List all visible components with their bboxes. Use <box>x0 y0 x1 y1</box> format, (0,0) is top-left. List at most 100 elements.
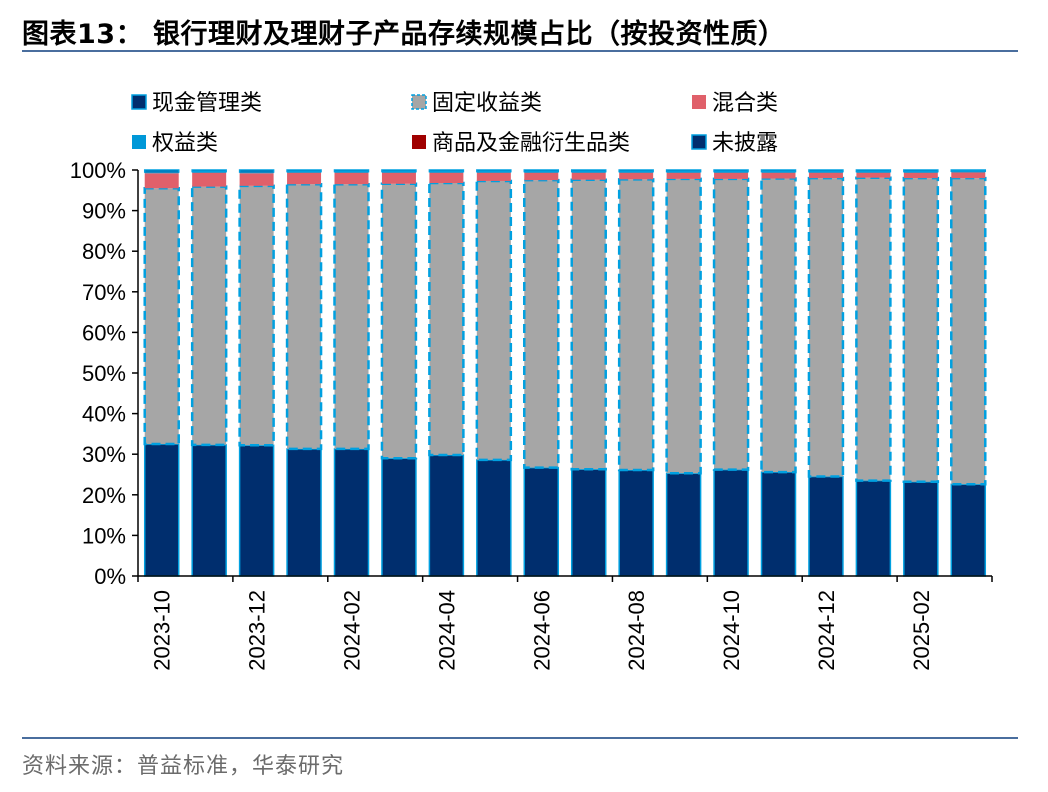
bar-segment <box>380 182 418 460</box>
bar-segment <box>238 169 275 173</box>
bar-segment <box>571 172 606 180</box>
bar-segment <box>191 444 227 577</box>
bars <box>143 169 987 577</box>
bar-segment <box>143 187 180 446</box>
bar-segment <box>570 178 607 471</box>
bar-segment <box>523 178 560 469</box>
bar-segment <box>808 172 843 173</box>
bar-segment <box>666 172 701 179</box>
bar-segment <box>287 172 322 173</box>
x-tick-label: 2024-10 <box>719 590 744 671</box>
bar-segment <box>476 459 512 577</box>
bar-segment <box>238 444 275 577</box>
bar-segment <box>144 173 179 189</box>
bar-segment <box>333 169 370 173</box>
bar-segment <box>239 173 274 186</box>
bar-segment <box>855 176 892 482</box>
chart-title-bar: 图表13： 银行理财及理财子产品存续规模占比（按投资性质） <box>22 8 1018 52</box>
bar-segment <box>855 169 892 173</box>
bar-segment <box>760 177 797 474</box>
bar-segment <box>144 172 179 174</box>
bar-segment <box>381 169 417 173</box>
bar-segment <box>333 448 370 577</box>
y-tick-label: 50% <box>82 361 126 386</box>
bar-segment <box>712 177 750 471</box>
x-tick-label: 2024-06 <box>529 590 554 671</box>
bar-segment <box>619 172 654 173</box>
x-tick-label: 2024-08 <box>624 590 649 671</box>
bar-segment <box>808 172 843 179</box>
x-tick-label: 2025-02 <box>909 590 934 671</box>
bar-segment <box>381 172 416 184</box>
legend-label: 商品及金融衍生品类 <box>432 131 630 156</box>
legend-swatch <box>691 134 707 150</box>
bar-segment <box>286 169 322 173</box>
bar-segment <box>761 172 796 173</box>
bar-segment <box>381 172 416 173</box>
x-axis: 2023-10 2023-12 2024-02 2024-04 2024-06 2024-… <box>137 575 993 671</box>
bar-segment <box>761 172 796 179</box>
bar-segment <box>760 169 797 173</box>
y-tick-label: 90% <box>82 199 126 224</box>
bar-segment <box>143 169 180 173</box>
bar-segment <box>523 466 560 577</box>
bar-segment <box>903 481 939 577</box>
bar-segment <box>714 172 749 179</box>
bar-segment <box>476 169 512 173</box>
bar-segment <box>287 172 322 185</box>
footer-divider <box>22 737 1018 739</box>
legend-swatch <box>131 94 147 110</box>
y-tick-label: 30% <box>82 442 126 467</box>
bar-segment <box>334 172 369 185</box>
bar-segment <box>951 171 986 173</box>
bar-segment <box>334 172 369 173</box>
y-tick-label: 80% <box>82 239 126 264</box>
legend-swatch <box>132 135 146 149</box>
bar-segment <box>856 172 891 178</box>
bar-segment <box>903 169 939 173</box>
bar-segment <box>143 443 180 577</box>
bar-segment <box>619 172 654 180</box>
legend-label: 固定收益类 <box>432 91 542 116</box>
y-tick-label: 40% <box>82 402 126 427</box>
bar-segment <box>333 182 370 451</box>
bar-segment <box>476 172 511 173</box>
bar-segment <box>951 172 986 179</box>
bar-segment <box>192 172 227 173</box>
bar-segment <box>428 181 465 457</box>
bar-segment <box>524 172 559 181</box>
bar-segment <box>855 479 892 577</box>
bar-segment <box>807 176 845 478</box>
bar-segment <box>950 483 987 577</box>
bar-segment <box>902 176 940 484</box>
legend-label: 权益类 <box>152 131 218 156</box>
bar-segment <box>428 169 465 173</box>
x-tick-label: 2024-02 <box>340 590 365 671</box>
bar-segment <box>523 169 560 173</box>
bar-segment <box>618 469 654 577</box>
bar-segment <box>192 172 227 187</box>
y-tick-label: 70% <box>82 280 126 305</box>
bar-segment <box>570 468 607 577</box>
bar-segment <box>617 178 655 472</box>
bar-segment <box>381 457 417 577</box>
source-note: 资料来源：普益标准，华泰研究 <box>22 754 345 779</box>
bar-segment <box>286 448 322 577</box>
bar-segment <box>714 172 749 173</box>
bar-segment <box>856 172 891 173</box>
x-tick-label: 2023-12 <box>245 590 270 671</box>
bar-segment <box>903 172 938 179</box>
title-divider <box>22 50 1018 52</box>
bar-segment <box>429 172 464 173</box>
legend-swatch <box>692 95 706 109</box>
bar-segment <box>571 172 606 173</box>
bar-segment <box>950 176 987 486</box>
bar-segment <box>190 185 228 447</box>
bar-segment <box>666 172 701 173</box>
bar-segment <box>808 169 844 173</box>
y-tick-label: 0% <box>94 564 126 589</box>
y-axis: 0% 10% 20% 30% 40% 50% 60% 70% 80% 90% 100% <box>70 158 139 589</box>
legend-swatch <box>412 135 426 149</box>
legend-label: 未披露 <box>712 131 778 156</box>
